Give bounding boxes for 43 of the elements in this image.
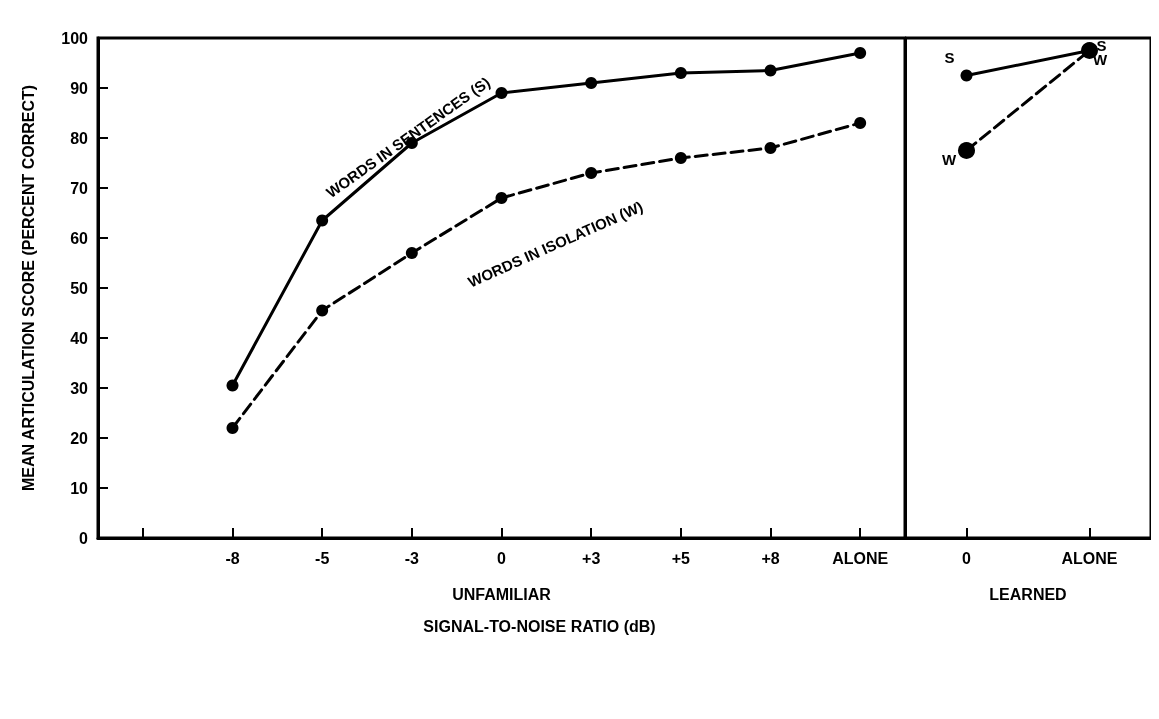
point	[674, 67, 687, 79]
point	[316, 214, 329, 227]
point	[226, 379, 239, 392]
x-axis-title: UNFAMILIAR	[452, 585, 552, 603]
point	[495, 87, 508, 99]
point	[226, 422, 239, 434]
point	[854, 47, 867, 59]
text: S	[944, 48, 955, 66]
y-tick-label: 20	[70, 429, 89, 447]
y-tick-label: 90	[70, 79, 89, 97]
point	[495, 192, 508, 204]
x-tick-label: +3	[582, 549, 601, 567]
point	[316, 304, 329, 317]
y-tick-label: 50	[70, 279, 89, 297]
series-label: W	[942, 151, 957, 168]
x-tick-label: +8	[761, 549, 780, 567]
point	[585, 77, 598, 89]
y-tick-label: 60	[70, 229, 89, 247]
x-tick-label: -8	[225, 549, 240, 567]
y-tick-label: 80	[70, 129, 89, 147]
point	[674, 152, 687, 164]
y-tick-label: 40	[70, 329, 89, 347]
point	[764, 142, 777, 154]
y-tick-label: 70	[70, 179, 89, 197]
series-label: S	[1096, 36, 1107, 54]
x-tick-label: +5	[671, 549, 691, 567]
y-tick-label: 30	[70, 379, 89, 397]
point	[405, 247, 418, 259]
point	[854, 117, 867, 129]
text: SIGNAL-TO-NOISE RATIO (dB)	[422, 618, 657, 636]
point	[764, 64, 777, 77]
x-tick-label: 0	[497, 549, 507, 567]
x-axis-title: LEARNED	[989, 585, 1067, 603]
y-tick-label: 100	[61, 29, 89, 47]
x-tick-label: 0	[962, 549, 972, 567]
y-axis-title: MEAN ARTICULATION SCORE (PERCENT CORRECT)	[19, 84, 37, 492]
y-tick-label: 10	[70, 479, 89, 497]
y-tick-label: 0	[79, 529, 89, 547]
x-tick-label: ALONE	[832, 549, 889, 567]
x-tick-label: ALONE	[1061, 549, 1118, 567]
x-tick-label: -3	[404, 549, 420, 567]
point	[585, 167, 598, 179]
x-tick-label: -5	[315, 549, 330, 567]
